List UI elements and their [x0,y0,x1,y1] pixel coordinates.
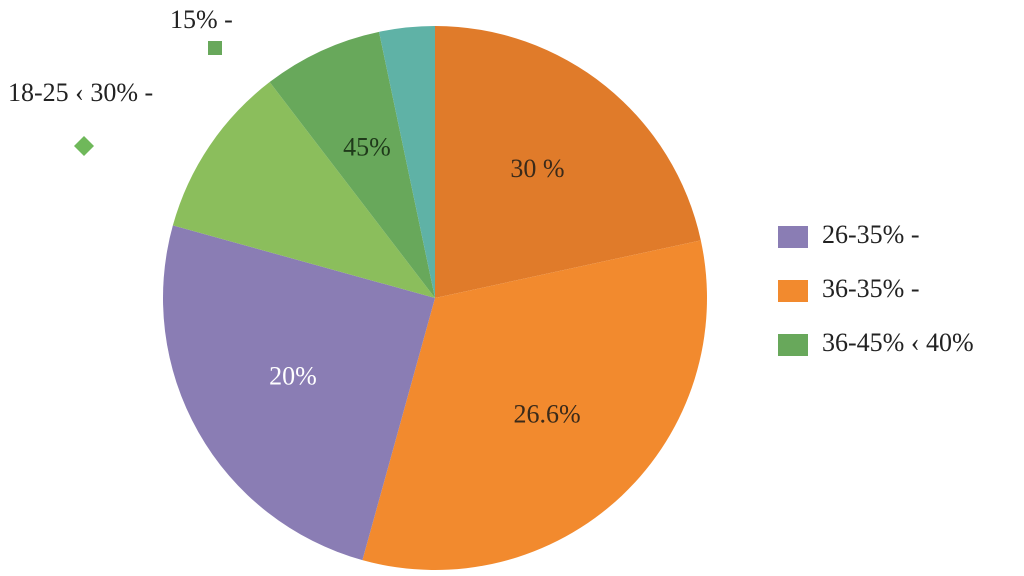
callout-label: 15% - [170,5,233,34]
legend-swatch [778,226,808,248]
legend-label: 36-45% ‹ 40% [822,328,974,357]
slice-label: 26.6% [514,400,581,429]
callout-label: 18-25 ‹ 30% - [8,78,153,107]
pie-slice [269,31,435,299]
legend-label: 26-35% - [822,220,919,249]
legend-swatch [778,280,808,302]
slice-label: 20% [269,361,317,390]
legend-swatch [778,334,808,356]
slice-label: 30 % [510,154,564,183]
pie-slice [172,82,435,299]
pie-slice [379,26,435,298]
callout-marker [74,136,94,156]
pie-slice [362,240,708,570]
pie-slice [163,225,435,561]
callout-marker [208,41,222,55]
pie-slice [435,26,701,298]
legend-label: 36-35% - [822,274,919,303]
slice-label: 45% [343,133,391,162]
